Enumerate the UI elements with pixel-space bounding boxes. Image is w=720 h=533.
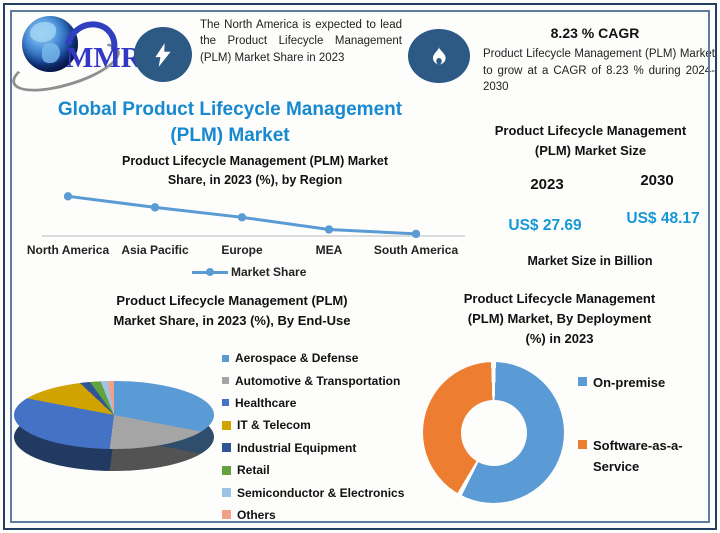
legend-item-label: IT & Telecom [237, 418, 311, 433]
legend-item-label: Industrial Equipment [237, 440, 357, 455]
market-size-title: Product Lifecycle Management (PLM) Marke… [468, 121, 713, 161]
legend-swatch-icon [222, 488, 231, 498]
legend-swatch-icon [222, 443, 231, 453]
year-2023-label: 2023 [530, 176, 564, 193]
line-data-point [150, 203, 160, 212]
region-label: Europe [221, 243, 263, 257]
cagr-text: Product Lifecycle Management (PLM) Marke… [483, 48, 715, 94]
legend-item-label: Software-as-a-Service [593, 438, 683, 474]
legend-item: Semiconductor & Electronics [222, 481, 412, 503]
lightning-icon [134, 27, 192, 82]
deployment-donut-chart [423, 362, 564, 503]
page-title-line-1: Global Product Lifecycle Management [57, 99, 403, 120]
legend-swatch-icon [222, 354, 229, 362]
end-use-title-line-1: Product Lifecycle Management (PLM) [116, 293, 348, 308]
legend-swatch-icon [222, 465, 231, 475]
end-use-chart-title: Product Lifecycle Management (PLM) Marke… [47, 291, 417, 331]
legend-item-label: Automotive & Transportation [235, 373, 401, 388]
logo-text: MMR [66, 42, 142, 74]
region-chart-legend: Market Share [192, 264, 306, 280]
flame-icon [408, 29, 470, 83]
line-data-point [411, 229, 421, 239]
legend-swatch-icon [222, 377, 229, 385]
globe-icon [22, 16, 78, 72]
legend-item-label: Aerospace & Defense [235, 351, 359, 366]
end-use-pie-chart [14, 381, 214, 476]
region-line-chart [42, 192, 465, 239]
legend-item: Healthcare [222, 392, 412, 414]
legend-swatch-icon [222, 420, 231, 430]
line-data-point [237, 213, 247, 222]
legend-item: Automotive & Transportation [222, 369, 412, 391]
legend-item: Aerospace & Defense [222, 347, 412, 369]
deployment-title-line-3: (%) in 2023 [525, 331, 594, 347]
line-data-point [63, 192, 73, 201]
market-size-unit: Market Size in Billion [527, 254, 653, 268]
end-use-legend: Aerospace & Defense Automotive & Transpor… [222, 347, 412, 526]
year-2030-label: 2030 [640, 172, 674, 189]
legend-item: Software-as-a-Service [578, 436, 708, 478]
region-chart-title-line-1: Product Lifecycle Management (PLM) Marke… [121, 154, 389, 168]
region-label: North America [26, 243, 110, 257]
legend-swatch-icon [578, 440, 587, 449]
legend-item: Industrial Equipment [222, 437, 412, 459]
line-data-point [324, 225, 334, 234]
mmr-logo: MMR [6, 11, 142, 102]
legend-swatch-icon [578, 377, 587, 386]
region-chart-title-line-2: Share, in 2023 (%), by Region [167, 173, 343, 188]
pie-3d-top [14, 381, 214, 449]
legend-item-label: Retail [237, 463, 270, 478]
region-label: MEA [315, 243, 343, 257]
page-title: Global Product Lifecycle Management (PLM… [15, 97, 445, 148]
legend-item-label: Others [237, 507, 276, 522]
end-use-title-line-2: Market Share, in 2023 (%), By End-Use [113, 313, 351, 329]
legend-swatch-icon [222, 399, 229, 407]
deployment-title-line-1: Product Lifecycle Management [463, 291, 656, 306]
deployment-title-line-2: (PLM) Market, By Deployment [467, 311, 652, 327]
cagr-title: 8.23 % CAGR [550, 25, 640, 41]
page-title-line-2: (PLM) Market [170, 124, 290, 146]
legend-item: Others [222, 504, 412, 526]
deployment-chart-title: Product Lifecycle Management (PLM) Marke… [442, 289, 677, 349]
legend-item: Retail [222, 459, 412, 481]
market-size-title-line-1: Product Lifecycle Management [494, 123, 687, 138]
legend-item-label: Healthcare [235, 395, 297, 410]
region-label: South America [373, 243, 459, 257]
donut-hole [460, 399, 527, 466]
headline-text: The North America is expected to lead th… [200, 19, 402, 64]
line-series-marker-icon [192, 265, 228, 279]
legend-item: On-premise [578, 373, 708, 394]
market-size-title-line-2: (PLM) Market Size [534, 143, 647, 159]
legend-swatch-icon [222, 510, 231, 520]
market-size-2023-value: US$ 27.69 [508, 217, 582, 234]
region-axis-labels: North America Asia Pacific Europe MEA South … [27, 243, 470, 259]
legend-item-label: On-premise [593, 375, 666, 390]
legend-item: IT & Telecom [222, 414, 412, 436]
market-size-2030-value: US$ 48.17 [626, 210, 700, 227]
region-label: Asia Pacific [121, 243, 189, 257]
region-chart-title: Product Lifecycle Management (PLM) Marke… [77, 152, 433, 191]
legend-label: Market Share [231, 265, 307, 279]
legend-item-label: Semiconductor & Electronics [237, 485, 405, 500]
